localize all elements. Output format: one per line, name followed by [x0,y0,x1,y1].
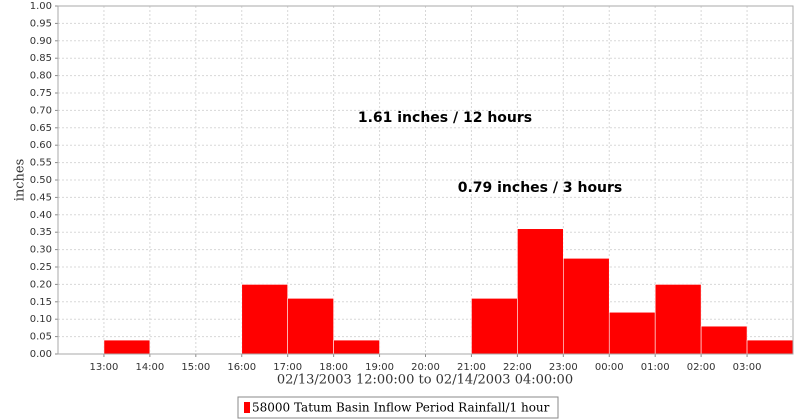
x-tick-label: 15:00 [181,362,210,373]
x-tick-label: 16:00 [227,362,256,373]
legend [237,396,559,419]
bar [608,311,656,355]
x-tick-label: 02:00 [687,362,716,373]
x-tick-label: 01:00 [641,362,670,373]
y-tick-label: 0.05 [30,332,52,343]
bar [471,298,518,355]
y-tick-label: 0.55 [30,158,52,169]
y-tick-label: 0.25 [30,262,52,273]
annotation: 1.61 inches / 12 hours [358,110,532,126]
x-tick-label: 14:00 [135,362,164,373]
y-tick-label: 0.95 [30,18,52,29]
x-tick-label: 22:00 [503,362,532,373]
bar [700,325,748,355]
x-tick-label: 00:00 [595,362,624,373]
bar [287,298,334,355]
legend-swatch [244,402,250,413]
y-tick-label: 0.65 [30,123,52,134]
y-tick-label: 0.20 [30,279,52,290]
y-tick-label: 0.50 [30,175,52,186]
bar [517,228,564,355]
x-tick-label: 17:00 [273,362,302,373]
x-tick-label: 13:00 [90,362,119,373]
plot-border [57,5,794,355]
bar [654,284,702,355]
x-tick-label: 18:00 [319,362,348,373]
y-tick-label: 0.15 [30,297,52,308]
y-tick-label: 0.75 [30,88,52,99]
annotation: 0.79 inches / 3 hours [458,180,623,196]
y-tick-label: 1.00 [30,1,52,12]
bar [241,284,288,355]
y-tick-label: 0.60 [30,140,52,151]
y-tick-label: 0.10 [30,314,52,325]
y-tick-label: 0.30 [30,245,52,256]
y-tick-label: 0.70 [30,105,52,116]
x-axis-title: 02/13/2003 12:00:00 to 02/14/2003 04:00:… [277,373,573,388]
y-tick-label: 0.00 [30,349,52,360]
y-tick-label: 0.40 [30,210,52,221]
x-tick-label: 03:00 [733,362,762,373]
bar [333,339,380,355]
y-tick-label: 0.85 [30,53,52,64]
bar [746,339,794,355]
x-tick-label: 19:00 [365,362,394,373]
y-tick-label: 0.45 [30,192,52,203]
legend-label: 58000 Tatum Basin Inflow Period Rainfall… [252,401,550,415]
y-tick-label: 0.35 [30,227,52,238]
y-axis-title: inches [13,159,28,202]
x-tick-label: 20:00 [411,362,440,373]
x-tick-label: 21:00 [457,362,486,373]
y-tick-label: 0.90 [30,36,52,47]
bar [103,339,151,355]
x-tick-label: 23:00 [549,362,578,373]
y-tick-label: 0.80 [30,71,52,82]
bar [563,257,610,355]
